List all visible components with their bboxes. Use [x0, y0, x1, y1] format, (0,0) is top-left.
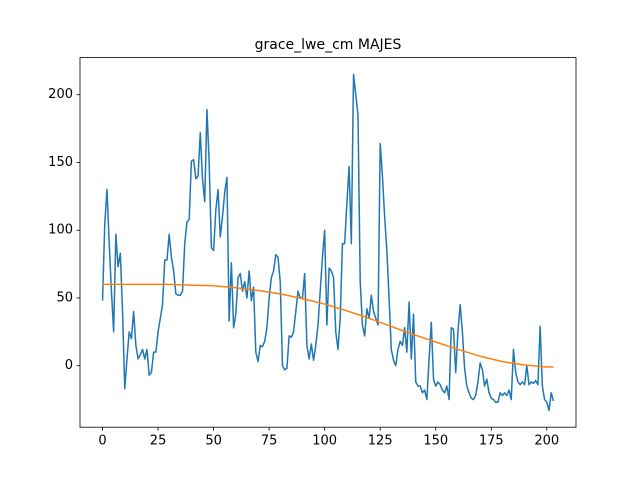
x-tick-label: 200 [534, 434, 559, 449]
y-tick-label: 100 [48, 223, 73, 238]
line-series [101, 73, 555, 412]
chart-title: grace_lwe_cm MAJES [255, 37, 402, 53]
y-tick-label: 200 [48, 87, 73, 102]
x-tick-label: 50 [205, 434, 222, 449]
x-tick-label: 75 [261, 434, 278, 449]
x-tick-label: 125 [368, 434, 393, 449]
y-tick-label: 150 [48, 155, 73, 170]
y-tick-label: 0 [65, 358, 73, 373]
x-tick-label: 100 [312, 434, 337, 449]
y-tick-label: 50 [56, 290, 73, 305]
line-series [102, 283, 554, 368]
x-tick-label: 175 [479, 434, 504, 449]
plot-frame [79, 57, 577, 428]
x-tick-label: 0 [98, 434, 106, 449]
x-tick-label: 25 [150, 434, 167, 449]
x-tick-label: 150 [423, 434, 448, 449]
